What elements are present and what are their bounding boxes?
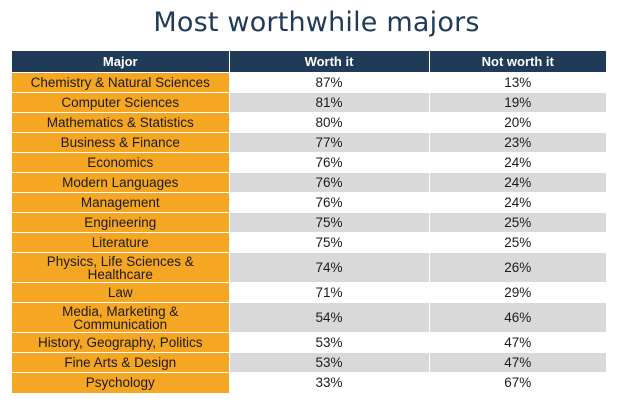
majors-table: Major Worth it Not worth it Chemistry & … <box>12 51 606 393</box>
table-row: Computer Sciences 81% 19% <box>12 92 606 113</box>
cell-major: Modern Languages <box>12 172 230 193</box>
cell-worth-it: 53% <box>229 332 430 353</box>
cell-not-worth-it: 24% <box>429 152 606 173</box>
cell-major: Economics <box>12 152 230 173</box>
table-row: Economics 76% 24% <box>12 152 606 173</box>
cell-major: Psychology <box>12 372 230 393</box>
table-row: Physics, Life Sciences & Healthcare 74% 26… <box>12 252 606 283</box>
table-row: Business & Finance 77% 23% <box>12 132 606 153</box>
cell-not-worth-it: 23% <box>429 132 606 153</box>
cell-not-worth-it: 25% <box>429 212 606 233</box>
table-row: Psychology 33% 67% <box>12 372 606 393</box>
cell-worth-it: 76% <box>229 192 430 213</box>
cell-not-worth-it: 20% <box>429 112 606 133</box>
table-row: Modern Languages 76% 24% <box>12 172 606 193</box>
cell-major: Mathematics & Statistics <box>12 112 230 133</box>
cell-not-worth-it: 19% <box>429 92 606 113</box>
header-row: Major Worth it Not worth it <box>12 51 606 73</box>
cell-worth-it: 76% <box>229 172 430 193</box>
cell-not-worth-it: 47% <box>429 332 606 353</box>
cell-not-worth-it: 24% <box>429 172 606 193</box>
cell-worth-it: 75% <box>229 212 430 233</box>
column-header-not-worth-it: Not worth it <box>429 51 606 73</box>
column-header-major: Major <box>12 51 230 73</box>
cell-worth-it: 74% <box>229 252 430 283</box>
cell-not-worth-it: 26% <box>429 252 606 283</box>
cell-worth-it: 87% <box>229 72 430 93</box>
cell-worth-it: 77% <box>229 132 430 153</box>
cell-major: Law <box>12 282 230 303</box>
cell-major: Computer Sciences <box>12 92 230 113</box>
table-row: Media, Marketing & Communication 54% 46% <box>12 302 606 333</box>
cell-not-worth-it: 47% <box>429 352 606 373</box>
table-row: Engineering 75% 25% <box>12 212 606 233</box>
cell-major: Business & Finance <box>12 132 230 153</box>
table-row: Literature 75% 25% <box>12 232 606 253</box>
cell-worth-it: 80% <box>229 112 430 133</box>
table-row: Fine Arts & Design 53% 47% <box>12 352 606 373</box>
cell-not-worth-it: 46% <box>429 302 606 333</box>
cell-not-worth-it: 25% <box>429 232 606 253</box>
cell-worth-it: 76% <box>229 152 430 173</box>
table-row: Law 71% 29% <box>12 282 606 303</box>
cell-not-worth-it: 13% <box>429 72 606 93</box>
cell-major: Physics, Life Sciences & Healthcare <box>12 252 230 283</box>
cell-major: Fine Arts & Design <box>12 352 230 373</box>
table-body: Chemistry & Natural Sciences 87% 13% Comput… <box>12 72 606 393</box>
cell-major: History, Geography, Politics <box>12 332 230 353</box>
cell-major: Literature <box>12 232 230 253</box>
cell-worth-it: 53% <box>229 352 430 373</box>
cell-not-worth-it: 67% <box>429 372 606 393</box>
cell-major: Engineering <box>12 212 230 233</box>
cell-worth-it: 71% <box>229 282 430 303</box>
cell-major: Media, Marketing & Communication <box>12 302 230 333</box>
table-row: Management 76% 24% <box>12 192 606 213</box>
cell-worth-it: 75% <box>229 232 430 253</box>
cell-worth-it: 54% <box>229 302 430 333</box>
table-row: Mathematics & Statistics 80% 20% <box>12 112 606 133</box>
cell-major: Management <box>12 192 230 213</box>
column-header-worth-it: Worth it <box>229 51 430 73</box>
table-row: History, Geography, Politics 53% 47% <box>12 332 606 353</box>
cell-not-worth-it: 29% <box>429 282 606 303</box>
cell-not-worth-it: 24% <box>429 192 606 213</box>
cell-major: Chemistry & Natural Sciences <box>12 72 230 93</box>
cell-worth-it: 33% <box>229 372 430 393</box>
cell-worth-it: 81% <box>229 92 430 113</box>
table-row: Chemistry & Natural Sciences 87% 13% <box>12 72 606 93</box>
chart-title: Most worthwhile majors <box>153 7 480 38</box>
